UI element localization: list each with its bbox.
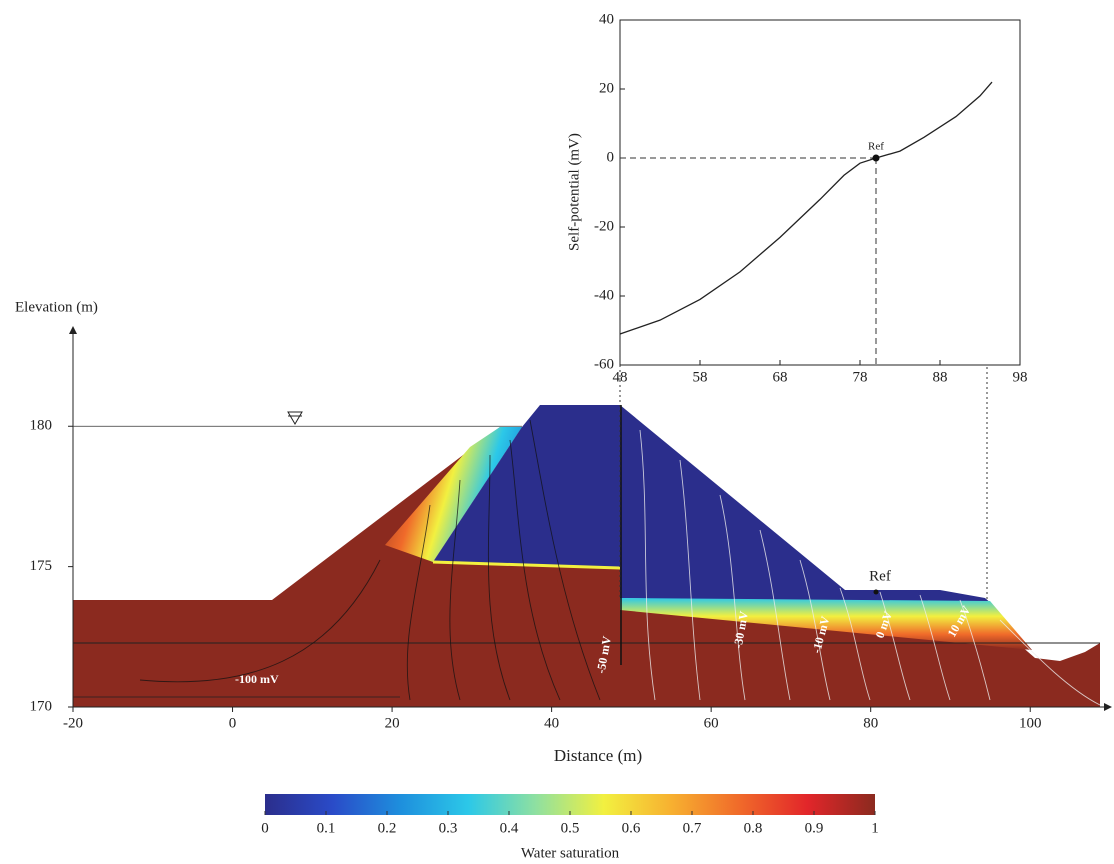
x-tick-label: 0 (229, 715, 237, 731)
y-tick-label: -20 (594, 218, 614, 234)
colorbar-tick-label: 0.3 (439, 820, 458, 836)
water-symbol (287, 411, 303, 425)
colorbar: 0 0.1 0.2 0.3 0.4 0.5 0.6 0.7 0.8 0.9 1 (261, 794, 879, 836)
x-tick-label: 68 (773, 369, 788, 385)
colorbar-tick-label: 0.1 (317, 820, 336, 836)
contours (639, 429, 1101, 706)
inset-frame (619, 19, 1021, 366)
y-tick-label: 170 (30, 698, 53, 714)
ref-label: Ref (869, 568, 891, 584)
colorbar-scale (265, 794, 875, 815)
colorbar-tick-label: 0.8 (744, 820, 763, 836)
colorbar-tick-label: 0.2 (378, 820, 397, 836)
y-tick-label: -40 (594, 287, 614, 303)
sp-curve (619, 81, 993, 335)
x-tick-label: 48 (613, 369, 628, 385)
colorbar-tick-label: 1 (871, 820, 879, 836)
y-tick-label: 40 (599, 11, 614, 27)
main-axes: -20 0 20 40 60 80 100 170 175 180 (30, 326, 1112, 731)
y-tick-label: 0 (607, 149, 615, 165)
x-axis-arrow (1104, 703, 1112, 711)
colorbar-tick-label: 0.5 (561, 820, 580, 836)
colorbar-tick-label: 0.9 (805, 820, 824, 836)
y-tick-label: 180 (30, 418, 53, 434)
x-tick-label: 58 (693, 369, 708, 385)
colorbar-label: Water saturation (521, 845, 620, 861)
upstream-unsaturated (385, 427, 522, 562)
y-tick-label: 175 (30, 558, 53, 574)
inset-y-axis-label: Self-potential (mV) (566, 133, 582, 251)
inset: 48 58 68 78 88 98 -60 -40 -20 0 20 40 Ref (594, 11, 1028, 385)
x-tick-label: 20 (385, 715, 400, 731)
x-tick-label: 100 (1019, 715, 1042, 731)
dam (73, 405, 1101, 707)
ref-point (872, 154, 880, 162)
x-tick-label: 80 (863, 715, 878, 731)
x-axis-label: Distance (m) (554, 746, 642, 765)
y-tick-label: 20 (599, 80, 614, 96)
x-tick-label: -20 (63, 715, 83, 731)
colorbar-tick-label: 0 (261, 820, 269, 836)
y-tick-label: -60 (594, 356, 614, 372)
colorbar-tick-label: 0.6 (622, 820, 641, 836)
downstream-unsaturated (620, 598, 1032, 650)
ref-marker (873, 589, 879, 595)
annotation: -30 mV (731, 610, 751, 650)
interface (432, 560, 621, 570)
x-tick-label: 60 (704, 715, 719, 731)
annotation: -100 mV (235, 672, 279, 686)
flow-lines (139, 419, 601, 701)
annotation: -50 mV (594, 635, 614, 675)
colorbar-tick-label: 0.4 (500, 820, 519, 836)
y-axis-arrow (69, 326, 77, 334)
ref-label: Ref (868, 141, 884, 153)
x-tick-label: 88 (933, 369, 948, 385)
y-axis-label: Elevation (m) (15, 299, 98, 315)
x-tick-label: 40 (544, 715, 559, 731)
core (433, 405, 992, 604)
colorbar-tick-label: 0.7 (683, 820, 702, 836)
x-tick-label: 98 (1013, 369, 1028, 385)
x-tick-label: 78 (853, 369, 868, 385)
